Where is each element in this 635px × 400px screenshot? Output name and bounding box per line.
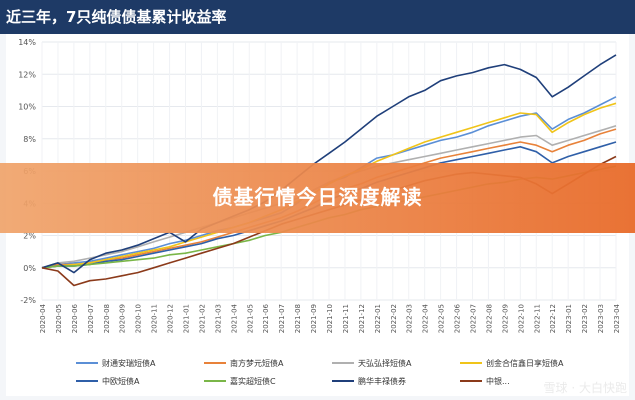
y-tick-label: 8% (23, 135, 36, 144)
x-tick-label: 2020-04 (39, 303, 47, 333)
x-axis: 2020-04 2020-05 2020-06 2020-07 2020-08 2020-… (39, 303, 621, 333)
x-tick-label: 2020-12 (167, 304, 175, 333)
x-tick-label: 2022-11 (533, 304, 541, 333)
x-tick-label: 2021-12 (358, 304, 366, 333)
x-tick-label: 2021-04 (230, 303, 238, 333)
y-tick-label: 0% (23, 264, 36, 273)
legend-label: 南方梦元短债A (230, 358, 284, 368)
legend-label: 创金合信鑫日享短债A (486, 358, 564, 368)
x-tick-label: 2021-06 (262, 303, 270, 333)
x-tick-label: 2021-07 (278, 304, 286, 333)
x-tick-label: 2020-07 (87, 304, 95, 333)
x-tick-label: 2020-05 (55, 304, 63, 333)
x-tick-label: 2022-03 (406, 304, 414, 333)
watermark: 雪球 · 大白快跑 (543, 381, 627, 395)
x-tick-label: 2021-01 (183, 304, 191, 333)
title-bar: 近三年，7只纯债债基累计收益率 (0, 0, 635, 34)
x-tick-label: 2020-08 (103, 304, 111, 333)
x-tick-label: 2023-04 (613, 303, 621, 333)
x-tick-label: 2021-02 (198, 304, 206, 333)
x-tick-label: 2021-08 (294, 304, 302, 333)
x-tick-label: 2023-02 (581, 304, 589, 333)
y-tick-label: 14% (18, 38, 36, 47)
x-tick-label: 2022-12 (549, 304, 557, 333)
legend-label: 财通安瑞短债A (102, 358, 156, 368)
x-tick-label: 2022-05 (438, 304, 446, 333)
x-tick-label: 2022-08 (485, 304, 493, 333)
x-tick-label: 2023-01 (565, 304, 573, 333)
x-tick-label: 2020-10 (135, 304, 143, 333)
chart-title: 近三年，7只纯债债基累计收益率 (6, 8, 227, 26)
y-tick-label: -2% (20, 296, 36, 305)
y-tick-label: 12% (18, 70, 36, 79)
banner-headline: 债基行情今日深度解读 (212, 185, 423, 209)
y-tick-label: 2% (23, 232, 36, 241)
y-tick-label: 10% (18, 103, 36, 112)
x-tick-label: 2021-10 (326, 304, 334, 333)
series-line (41, 54, 617, 274)
x-tick-label: 2021-03 (214, 304, 222, 333)
x-tick-label: 2022-04 (422, 303, 430, 333)
x-tick-label: 2021-09 (310, 304, 318, 333)
headline-banner (0, 163, 635, 233)
x-tick-label: 2020-06 (71, 303, 79, 333)
x-tick-label: 2022-02 (390, 304, 398, 333)
x-tick-label: 2022-01 (374, 304, 382, 333)
x-tick-label: 2022-09 (501, 304, 509, 333)
legend-label: 鹏华丰禄债券 (358, 376, 406, 386)
legend-label: 中欧短债A (102, 376, 140, 386)
legend: 财通安瑞短债A 南方梦元短债A 天弘弘择短债A 创金合信鑫日享短债A 中欧短债A 嘉实超短… (76, 358, 564, 386)
x-tick-label: 2020-11 (151, 304, 159, 333)
x-tick-label: 2023-03 (597, 304, 605, 333)
x-tick-label: 2021-11 (342, 304, 350, 333)
x-tick-label: 2022-10 (517, 304, 525, 333)
x-tick-label: 2022-07 (470, 304, 478, 333)
legend-label: 天弘弘择短债A (358, 358, 412, 368)
x-tick-label: 2020-09 (119, 304, 127, 333)
x-tick-label: 2021-05 (246, 304, 254, 333)
legend-label: 中银... (486, 376, 510, 386)
x-tick-label: 2022-06 (454, 303, 462, 333)
legend-label: 嘉实超短债C (230, 376, 276, 386)
